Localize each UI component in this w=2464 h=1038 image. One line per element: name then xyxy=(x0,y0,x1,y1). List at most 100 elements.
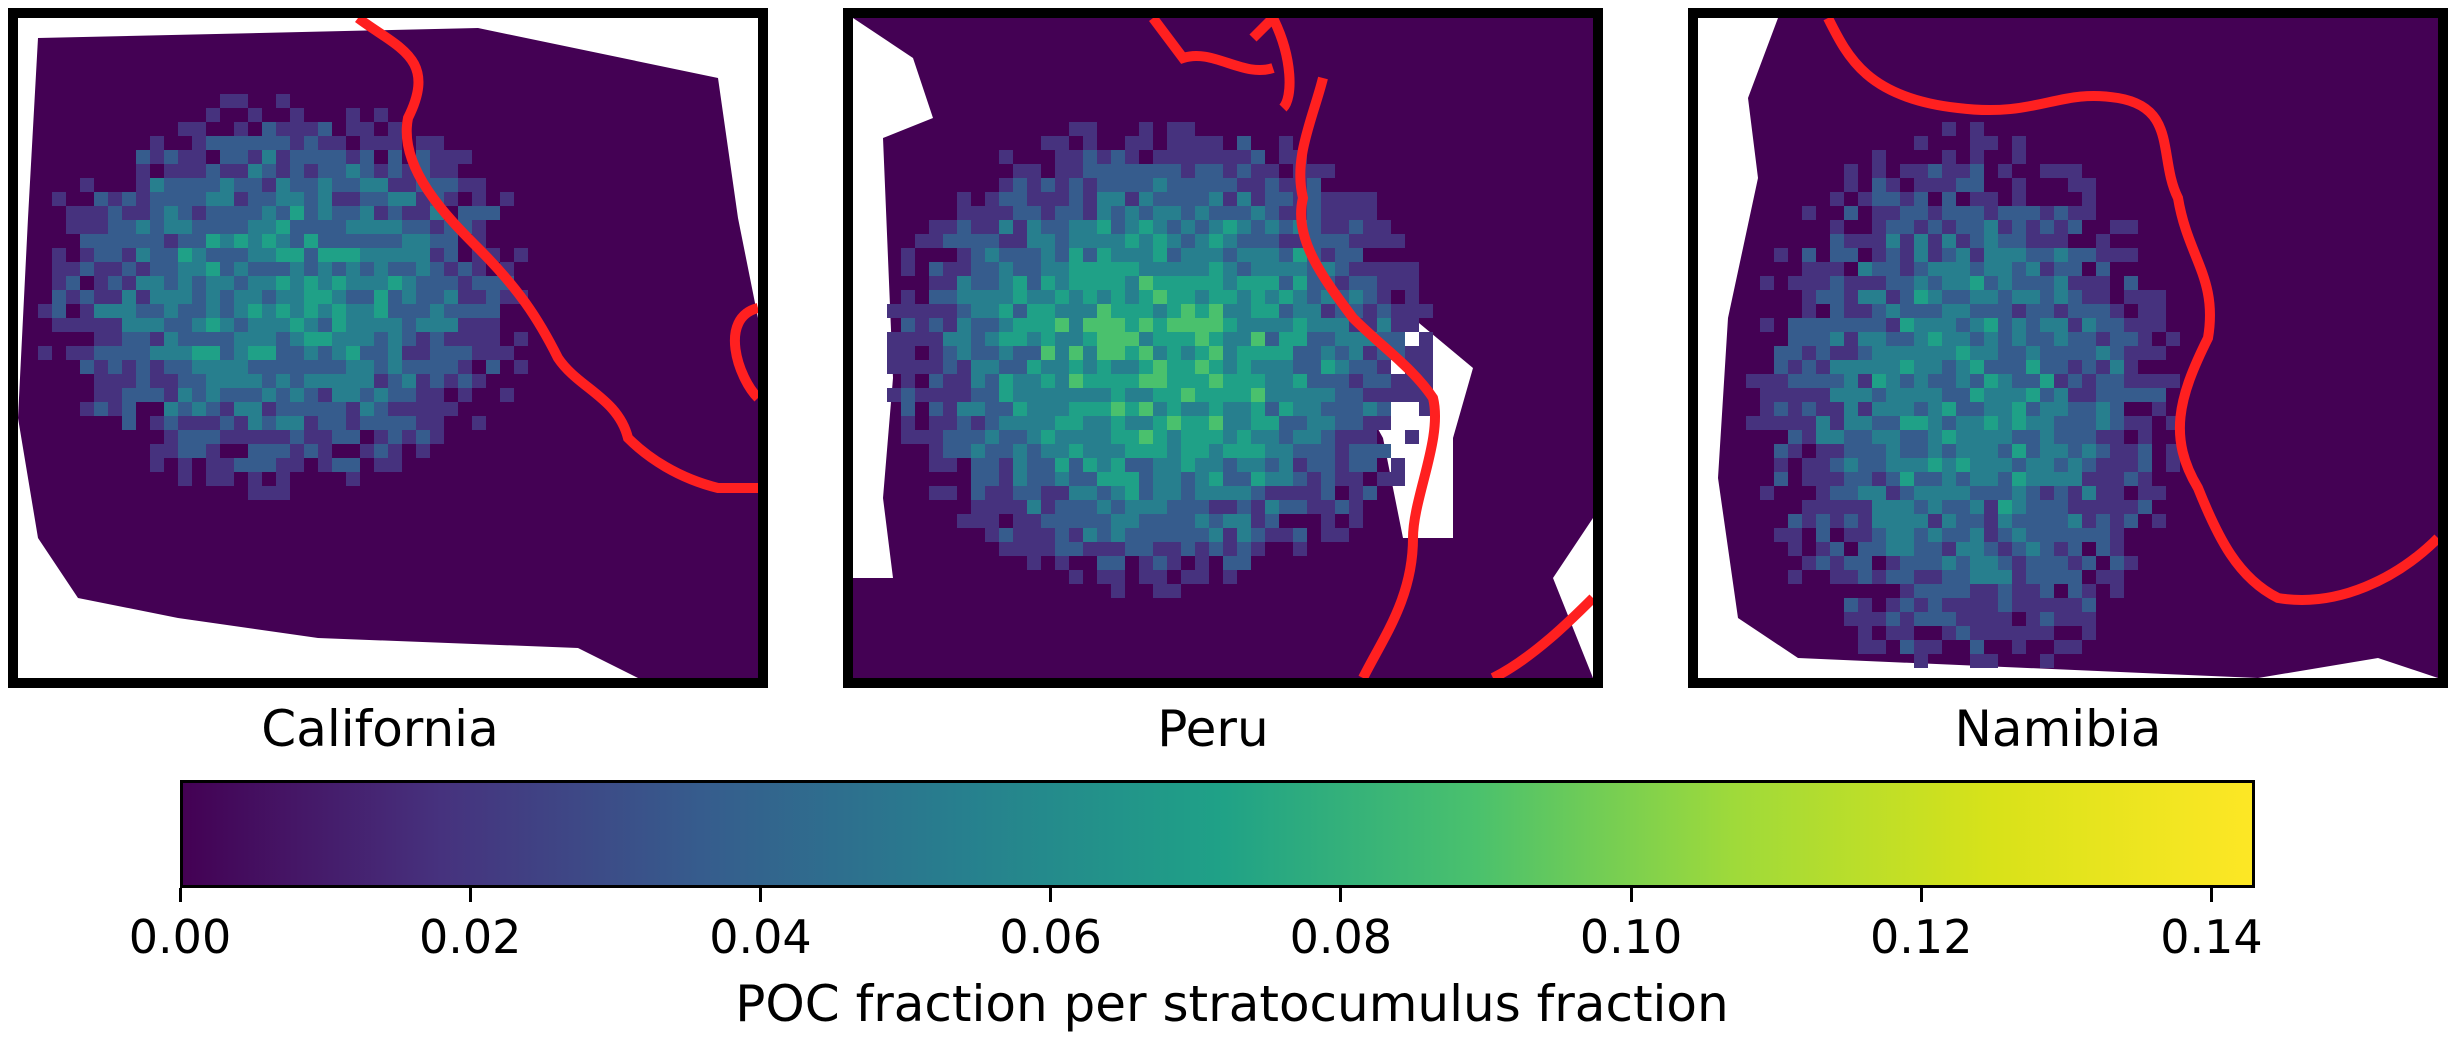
heatmap-cell xyxy=(1802,262,1816,276)
heatmap-cell xyxy=(929,388,943,402)
heatmap-cell xyxy=(1760,402,1774,416)
heatmap-cell xyxy=(1153,388,1167,402)
heatmap-cell xyxy=(2054,346,2068,360)
heatmap-cell xyxy=(1265,500,1279,514)
heatmap-cell xyxy=(1391,276,1405,290)
heatmap-cell xyxy=(1886,430,1900,444)
heatmap-cell xyxy=(1069,318,1083,332)
heatmap-cell xyxy=(136,290,150,304)
heatmap-cell xyxy=(1998,262,2012,276)
heatmap-cell xyxy=(1900,444,1914,458)
heatmap-cell xyxy=(915,430,929,444)
heatmap-cell xyxy=(444,192,458,206)
heatmap-cell xyxy=(1998,234,2012,248)
heatmap-cell xyxy=(1363,192,1377,206)
heatmap-cell xyxy=(1097,360,1111,374)
heatmap-cell xyxy=(1265,388,1279,402)
heatmap-cell xyxy=(971,486,985,500)
heatmap-cell xyxy=(1802,290,1816,304)
heatmap-cell xyxy=(901,402,915,416)
heatmap-cell xyxy=(1237,360,1251,374)
heatmap-cell xyxy=(1209,486,1223,500)
heatmap-cell xyxy=(1041,220,1055,234)
heatmap-cell xyxy=(1153,542,1167,556)
heatmap-cell xyxy=(1886,374,1900,388)
heatmap-cell xyxy=(1321,304,1335,318)
heatmap-cell xyxy=(1181,570,1195,584)
heatmap-cell xyxy=(346,234,360,248)
heatmap-cell xyxy=(234,318,248,332)
heatmap-cell xyxy=(985,248,999,262)
heatmap-cell xyxy=(416,304,430,318)
heatmap-cell xyxy=(957,416,971,430)
heatmap-cell xyxy=(943,374,957,388)
heatmap-cell xyxy=(1984,514,1998,528)
heatmap-cell xyxy=(1251,262,1265,276)
heatmap-cell xyxy=(1111,234,1125,248)
heatmap-cell xyxy=(1167,556,1181,570)
heatmap-cell xyxy=(1027,444,1041,458)
heatmap-cell xyxy=(220,318,234,332)
heatmap-cell xyxy=(1956,486,1970,500)
heatmap-cell xyxy=(985,304,999,318)
heatmap-cell xyxy=(430,416,444,430)
heatmap-cell xyxy=(1055,136,1069,150)
heatmap-cell xyxy=(2082,304,2096,318)
heatmap-cell xyxy=(1125,248,1139,262)
heatmap-cell xyxy=(122,192,136,206)
heatmap-cell xyxy=(1139,248,1153,262)
heatmap-cell xyxy=(2026,388,2040,402)
heatmap-cell xyxy=(178,276,192,290)
heatmap-cell xyxy=(66,290,80,304)
heatmap-cell xyxy=(2026,430,2040,444)
heatmap-cell xyxy=(178,122,192,136)
heatmap-cell xyxy=(2054,360,2068,374)
heatmap-cell xyxy=(1069,290,1083,304)
heatmap-cell xyxy=(887,332,901,346)
heatmap-cell xyxy=(1942,150,1956,164)
heatmap-cell xyxy=(360,276,374,290)
heatmap-cell xyxy=(430,234,444,248)
heatmap-cell xyxy=(416,150,430,164)
heatmap-cell xyxy=(2082,276,2096,290)
heatmap-cell xyxy=(1970,528,1984,542)
heatmap-cell xyxy=(1377,388,1391,402)
heatmap-cell xyxy=(1013,416,1027,430)
heatmap-cell xyxy=(1970,486,1984,500)
heatmap-cell xyxy=(178,430,192,444)
heatmap-cell xyxy=(2054,612,2068,626)
heatmap-cell xyxy=(2124,290,2138,304)
heatmap-cell xyxy=(2166,458,2180,472)
heatmap-cell xyxy=(262,136,276,150)
heatmap-cell xyxy=(1872,164,1886,178)
heatmap-cell xyxy=(2110,360,2124,374)
heatmap-cell xyxy=(346,332,360,346)
heatmap-cell xyxy=(1844,612,1858,626)
heatmap-cell xyxy=(472,206,486,220)
heatmap-cell xyxy=(150,290,164,304)
heatmap-cell xyxy=(178,402,192,416)
heatmap-cell xyxy=(206,374,220,388)
heatmap-cell xyxy=(985,332,999,346)
heatmap-cell xyxy=(1942,374,1956,388)
heatmap-cell xyxy=(416,360,430,374)
heatmap-panel-peru xyxy=(843,8,1603,688)
heatmap-cell xyxy=(486,290,500,304)
heatmap-cell xyxy=(1886,262,1900,276)
heatmap-cell xyxy=(1195,276,1209,290)
heatmap-cell xyxy=(1830,514,1844,528)
heatmap-cell xyxy=(1900,304,1914,318)
heatmap-cell xyxy=(2110,346,2124,360)
heatmap-cell xyxy=(1083,332,1097,346)
heatmap-cell xyxy=(304,164,318,178)
heatmap-cell xyxy=(150,248,164,262)
heatmap-cell xyxy=(108,360,122,374)
heatmap-cell xyxy=(332,276,346,290)
heatmap-cell xyxy=(2012,262,2026,276)
heatmap-cell xyxy=(1307,276,1321,290)
heatmap-cell xyxy=(1858,472,1872,486)
heatmap-cell xyxy=(1872,514,1886,528)
heatmap-cell xyxy=(1279,332,1293,346)
heatmap-cell xyxy=(1237,430,1251,444)
heatmap-cell xyxy=(234,276,248,290)
